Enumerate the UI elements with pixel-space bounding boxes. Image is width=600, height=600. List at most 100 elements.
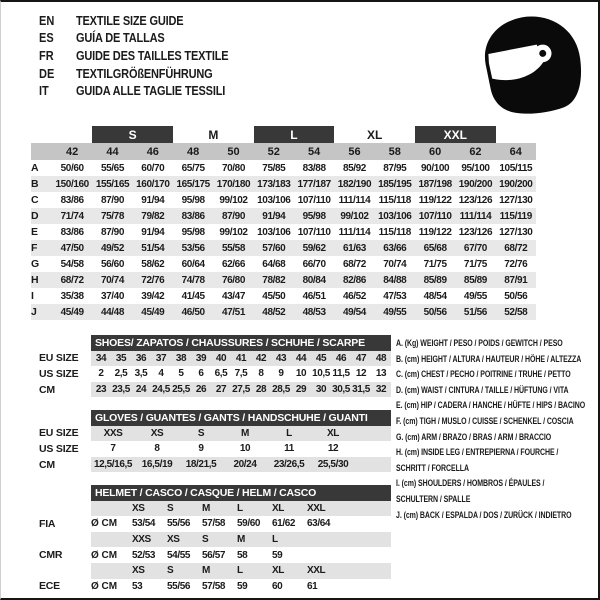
value-cell: 42 <box>255 352 267 364</box>
measurement-cell: 46/51 <box>302 290 326 302</box>
value-cell: 38 <box>175 352 187 364</box>
measurement-cell: 59/62 <box>302 242 326 254</box>
measurement-cell: 115/118 <box>378 194 412 206</box>
value-cell: L <box>286 427 292 439</box>
value-cell: 35 <box>115 352 127 364</box>
measurement-cell: 91/94 <box>141 226 165 238</box>
row-label: CM <box>39 458 55 471</box>
measurement-cell: 72/76 <box>504 258 528 270</box>
row-label: H <box>31 274 39 286</box>
value-cell: 29 <box>295 384 307 396</box>
measurement-cell: 119/122 <box>418 226 452 238</box>
measurement-cell: 83/86 <box>181 210 205 222</box>
value-cell: 11,5 <box>332 368 350 380</box>
value-cell: 37 <box>155 352 167 364</box>
measurement-cell: 46/52 <box>342 290 366 302</box>
measurement-cell: 173/183 <box>257 178 291 190</box>
value-cell: 9 <box>278 368 284 380</box>
table-row: US SIZE 7 8 9 10 11 12 <box>31 441 391 457</box>
measurement-cell: 74/78 <box>181 274 205 286</box>
value-cell: 23 <box>95 384 107 396</box>
value-cell: XS <box>150 427 164 439</box>
measurement-cell: 90/100 <box>421 162 450 174</box>
value-cell: 5 <box>178 368 184 380</box>
measurement-cell: 62/66 <box>221 258 245 270</box>
value-cell: 25,5/30 <box>317 459 349 471</box>
helmet-sizes-row: XS S M L XL XXL <box>31 562 391 579</box>
unit-spacer <box>91 501 132 517</box>
value-cell: 9 <box>198 443 204 455</box>
measurement-cell: 85/89 <box>463 274 487 286</box>
title-spacer <box>31 485 91 501</box>
value-cell: 55/56 <box>167 580 191 592</box>
row-values: 23 23,5 24 24,5 25,5 26 27 27,5 28 28,5 29 30 30,5 31… <box>91 381 391 398</box>
language-row: EN TEXTILE SIZE GUIDE <box>39 12 228 30</box>
measurement-cell: 79/82 <box>141 210 165 222</box>
value-cell: 24 <box>135 384 147 396</box>
measurement-cell: 55/58 <box>221 242 245 254</box>
language-title: TEXTILE SIZE GUIDE <box>75 13 184 28</box>
legend-line: A. (Kg) WEIGHT / PESO / POIDS / GEWITCH … <box>396 338 563 349</box>
measurement-cell: 72/76 <box>141 274 165 286</box>
row-values: 7 8 9 10 11 12 <box>91 441 391 457</box>
measurement-cell: 103/106 <box>378 210 412 222</box>
size-group-XL: XL <box>366 127 383 142</box>
size-label-cell: M <box>237 534 245 546</box>
row-label: G <box>31 258 40 270</box>
measurement-cell: 91/94 <box>141 194 165 206</box>
measurement-cell: 60/70 <box>141 162 165 174</box>
measurement-cell: 70/74 <box>100 274 124 286</box>
size-number: 54 <box>308 145 321 158</box>
measurement-cell: 53/56 <box>181 242 205 254</box>
value-cell: XXS <box>103 427 123 439</box>
value-cell: 23,5 <box>112 384 130 396</box>
size-group-spacer <box>496 126 536 143</box>
measurement-cell: 85/92 <box>342 162 366 174</box>
measurement-cell: 87/90 <box>100 194 124 206</box>
measurement-cell: 150/160 <box>55 178 89 190</box>
table-row: CM 23 23,5 24 24,5 25,5 26 27 27,5 28 28,5 29 30 30,5… <box>31 381 391 398</box>
row-spacer <box>31 532 91 548</box>
measurement-cell: 87/91 <box>504 274 528 286</box>
value-cell: 46 <box>335 352 347 364</box>
measurement-row: I 35/38 37/40 39/42 41/45 43/47 45/50 46/51 46/5… <box>31 288 536 304</box>
legend-item: B. (cm) HEIGHT / ALTURA / HAUTEUR / HÖHE… <box>396 352 596 368</box>
measurement-cell: 64/68 <box>262 258 286 270</box>
shoes-table: SHOES/ ZAPATOS / CHAUSSURES / SCHUHE / S… <box>31 335 391 398</box>
legend-line: J. (cm) BACK / ESPALDA / DOS / ZURÜCK / … <box>396 509 572 521</box>
value-cell: 53 <box>132 580 143 592</box>
helmet-icon <box>484 16 582 114</box>
value-cell: 59/60 <box>237 518 261 530</box>
helmet-table: HELMET / CASCO / CASQUE / HELM / CASCO XS… <box>31 485 391 594</box>
value-cell: 58 <box>237 549 248 561</box>
value-cell: 61 <box>307 580 318 592</box>
size-number: 48 <box>187 145 200 158</box>
measurement-cell: 83/86 <box>60 194 84 206</box>
measurement-cell: 111/114 <box>338 194 371 206</box>
value-cell: 18/21,5 <box>185 459 217 471</box>
value-cell: 54/55 <box>167 549 191 561</box>
value-cell: 43 <box>275 352 287 364</box>
measurement-cell: 111/114 <box>459 210 492 222</box>
measurement-cell: 47/50 <box>60 242 84 254</box>
measurement-row: E 83/86 87/90 91/94 95/98 99/102 103/106 107/11… <box>31 224 536 240</box>
value-cell: 26 <box>195 384 207 396</box>
measurement-cell: 49/55 <box>463 290 487 302</box>
measurement-cell: 60/64 <box>181 258 205 270</box>
legend-item: G. (cm) ARM / BRAZO / BRAS / ARM / BRACC… <box>396 430 596 446</box>
row-values: 34 35 36 37 38 39 40 41 42 43 44 45 46 47 48 <box>91 350 391 367</box>
measurement-cell: 50/60 <box>60 162 84 174</box>
value-cell: 2,5 <box>114 368 128 380</box>
value-cell: 57/58 <box>202 518 226 530</box>
size-group-row: S M L XL XXL <box>31 126 536 143</box>
language-row: FR GUIDE DES TAILLES TEXTILE <box>39 47 229 65</box>
measurement-cell: 48/54 <box>423 290 447 302</box>
row-label: I <box>31 290 34 302</box>
measurement-cell: 44/48 <box>100 306 124 318</box>
size-label-cell: L <box>237 502 243 514</box>
helmet-sizes-row: XXS XS S M L <box>31 531 391 548</box>
value-cell: S <box>197 427 205 439</box>
measurement-cell: 99/102 <box>340 210 369 222</box>
value-cell: 8 <box>258 368 264 380</box>
size-label-cell: XXL <box>307 565 326 577</box>
